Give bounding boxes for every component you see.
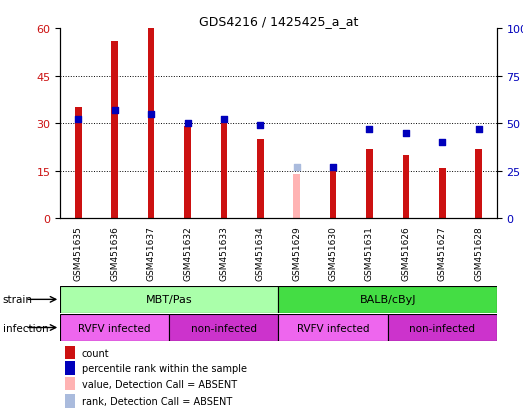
Text: value, Detection Call = ABSENT: value, Detection Call = ABSENT bbox=[82, 379, 237, 389]
Bar bbox=[293, 175, 300, 219]
Point bbox=[220, 117, 228, 123]
Point bbox=[256, 123, 265, 129]
Bar bbox=[278, 314, 388, 341]
Point bbox=[402, 130, 410, 137]
Point bbox=[365, 126, 373, 133]
Text: non-infected: non-infected bbox=[410, 323, 475, 333]
Text: GSM451628: GSM451628 bbox=[474, 226, 483, 281]
Point bbox=[184, 121, 192, 127]
Bar bbox=[60, 286, 278, 313]
Text: GSM451626: GSM451626 bbox=[401, 226, 411, 281]
Bar bbox=[257, 140, 264, 219]
Title: GDS4216 / 1425425_a_at: GDS4216 / 1425425_a_at bbox=[199, 15, 358, 28]
Text: infection: infection bbox=[3, 323, 48, 333]
Text: RVFV infected: RVFV infected bbox=[78, 323, 151, 333]
Text: RVFV infected: RVFV infected bbox=[297, 323, 369, 333]
Bar bbox=[403, 156, 409, 219]
Text: BALB/cByJ: BALB/cByJ bbox=[359, 294, 416, 305]
Bar bbox=[64, 347, 75, 360]
Text: GSM451627: GSM451627 bbox=[438, 226, 447, 281]
Text: count: count bbox=[82, 348, 110, 358]
Bar bbox=[75, 108, 82, 219]
Text: GSM451632: GSM451632 bbox=[183, 226, 192, 281]
Text: GSM451634: GSM451634 bbox=[256, 226, 265, 281]
Point bbox=[74, 117, 83, 123]
Text: GSM451629: GSM451629 bbox=[292, 226, 301, 281]
Bar bbox=[184, 127, 191, 219]
Text: GSM451631: GSM451631 bbox=[365, 226, 374, 281]
Point bbox=[438, 140, 447, 146]
Text: GSM451635: GSM451635 bbox=[74, 226, 83, 281]
Bar bbox=[111, 42, 118, 219]
Point bbox=[292, 164, 301, 171]
Point bbox=[110, 107, 119, 114]
Bar bbox=[278, 286, 497, 313]
Bar bbox=[221, 118, 227, 219]
Text: strain: strain bbox=[3, 294, 32, 305]
Point bbox=[329, 164, 337, 171]
Bar bbox=[439, 168, 446, 219]
Bar bbox=[64, 362, 75, 375]
Bar bbox=[169, 314, 278, 341]
Bar bbox=[64, 394, 75, 408]
Bar bbox=[388, 314, 497, 341]
Bar bbox=[366, 149, 373, 219]
Bar bbox=[330, 171, 336, 219]
Text: MBT/Pas: MBT/Pas bbox=[146, 294, 192, 305]
Text: rank, Detection Call = ABSENT: rank, Detection Call = ABSENT bbox=[82, 396, 232, 406]
Bar bbox=[148, 29, 154, 219]
Point bbox=[147, 111, 155, 118]
Text: GSM451630: GSM451630 bbox=[328, 226, 337, 281]
Bar bbox=[64, 377, 75, 390]
Text: GSM451633: GSM451633 bbox=[220, 226, 229, 281]
Text: non-infected: non-infected bbox=[191, 323, 257, 333]
Point bbox=[474, 126, 483, 133]
Text: GSM451637: GSM451637 bbox=[146, 226, 156, 281]
Bar bbox=[475, 149, 482, 219]
Bar bbox=[60, 314, 169, 341]
Text: percentile rank within the sample: percentile rank within the sample bbox=[82, 363, 247, 373]
Text: GSM451636: GSM451636 bbox=[110, 226, 119, 281]
